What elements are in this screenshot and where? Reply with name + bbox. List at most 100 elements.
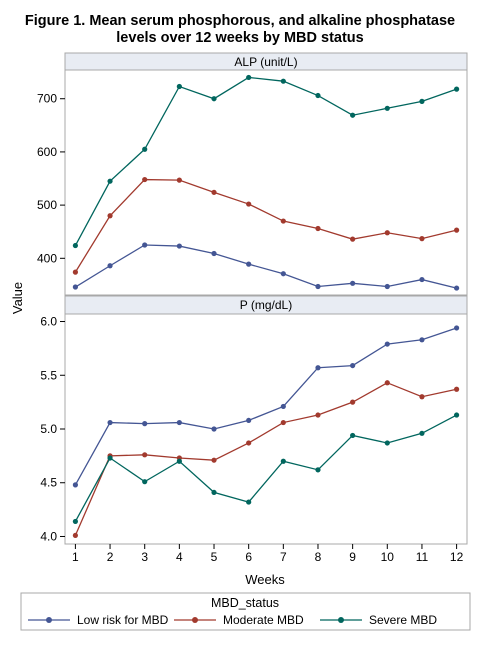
data-point-1-3-12 xyxy=(454,86,460,92)
data-point-1-3-11 xyxy=(419,98,425,104)
data-point-2-1-11 xyxy=(419,337,425,343)
data-point-1-1-4 xyxy=(176,243,182,249)
data-point-2-3-8 xyxy=(315,467,321,473)
legend-swatch-marker-1 xyxy=(46,617,52,623)
data-point-2-2-8 xyxy=(315,412,321,418)
data-point-2-3-4 xyxy=(176,458,182,464)
data-point-2-3-2 xyxy=(107,455,113,461)
y-tick-label-2-3: 5.0 xyxy=(40,422,57,436)
data-point-1-3-2 xyxy=(107,178,113,184)
data-point-1-3-3 xyxy=(142,146,148,152)
data-point-2-1-12 xyxy=(454,325,460,331)
data-point-1-2-4 xyxy=(176,177,182,183)
data-point-2-1-7 xyxy=(280,403,286,410)
panel-frame-1 xyxy=(64,69,468,296)
data-point-2-1-3 xyxy=(142,421,148,427)
data-point-1-1-3 xyxy=(142,242,148,248)
x-axis-label: Weeks xyxy=(245,572,285,587)
legend-frame xyxy=(20,592,471,631)
y-tick-label-2-1: 4.0 xyxy=(40,529,57,543)
data-point-1-2-2 xyxy=(107,213,113,219)
legend-item-2: Moderate MBD xyxy=(174,613,304,627)
data-point-1-3-9 xyxy=(350,112,356,118)
data-point-1-2-7 xyxy=(280,218,286,224)
data-point-2-2-11 xyxy=(419,394,425,400)
x-axis: 1 2 3 4 5 6 7 8 9 10 11 12 xyxy=(72,544,464,564)
data-point-1-2-12 xyxy=(454,227,460,233)
x-tick-label-4: 4 xyxy=(176,550,183,564)
x-tick-label-7: 7 xyxy=(280,550,287,564)
data-point-1-1-11 xyxy=(419,276,425,283)
y-tick-label-2-5: 6.0 xyxy=(40,315,57,329)
series-line-2-2 xyxy=(74,382,457,536)
data-point-2-1-9 xyxy=(350,362,356,369)
data-point-2-2-9 xyxy=(350,399,356,405)
data-point-1-1-10 xyxy=(384,283,390,290)
series-line-1-3 xyxy=(74,76,457,246)
data-point-1-1-6 xyxy=(246,261,252,267)
data-point-2-3-10 xyxy=(384,440,390,446)
x-tick-label-5: 5 xyxy=(211,550,218,564)
data-point-2-2-3 xyxy=(142,452,148,458)
legend-swatch-marker-3 xyxy=(338,617,344,623)
data-point-2-2-12 xyxy=(454,386,460,392)
legend: MBD_status Low risk for MBD Moderate MBD S… xyxy=(20,592,471,631)
legend-swatch-marker-2 xyxy=(192,617,198,623)
data-point-1-1-9 xyxy=(350,280,356,286)
legend-label-3: Severe MBD xyxy=(369,613,437,627)
x-tick-label-10: 10 xyxy=(381,550,395,564)
x-tick-label-2: 2 xyxy=(107,550,114,564)
panel-1: ALP (unit/L) 400 500 600 700 xyxy=(37,52,468,296)
x-tick-label-8: 8 xyxy=(315,550,322,564)
x-tick-label-3: 3 xyxy=(141,550,148,564)
data-point-2-3-3 xyxy=(142,479,148,485)
y-axis-label: Value xyxy=(10,282,25,314)
data-point-1-3-4 xyxy=(176,83,182,90)
panels-layer: ALP (unit/L) 400 500 600 700 P (mg/dL) 4.0 4.5 5… xyxy=(37,52,468,545)
data-point-1-1-1 xyxy=(72,284,78,290)
series-line-2-1 xyxy=(74,327,457,486)
data-point-1-2-9 xyxy=(350,236,356,242)
series-line-1-2 xyxy=(74,178,457,273)
x-tick-label-6: 6 xyxy=(245,550,252,564)
legend-label-2: Moderate MBD xyxy=(223,613,304,627)
x-tick-label-9: 9 xyxy=(349,550,356,564)
data-point-1-3-10 xyxy=(384,105,390,111)
data-point-2-1-2 xyxy=(107,419,113,426)
data-point-1-1-8 xyxy=(315,283,321,290)
panel-label-2: P (mg/dL) xyxy=(240,298,292,312)
data-point-2-2-7 xyxy=(280,419,286,426)
legend-item-3: Severe MBD xyxy=(320,613,437,627)
x-tick-label-1: 1 xyxy=(72,550,79,564)
chart-title-line2: levels over 12 weeks by MBD status xyxy=(116,30,363,46)
data-point-2-1-8 xyxy=(315,365,321,371)
data-point-1-1-2 xyxy=(107,263,113,269)
panel-2: P (mg/dL) 4.0 4.5 5.0 5.5 6.0 xyxy=(40,295,468,545)
data-point-2-1-6 xyxy=(246,417,252,424)
data-point-2-3-6 xyxy=(246,499,252,505)
data-point-2-1-10 xyxy=(384,341,390,347)
data-point-1-2-5 xyxy=(211,189,217,195)
data-point-2-1-4 xyxy=(176,419,182,426)
legend-items: Low risk for MBD Moderate MBD Severe MBD xyxy=(28,613,437,627)
data-point-2-2-5 xyxy=(211,457,217,463)
legend-title: MBD_status xyxy=(211,596,279,610)
series-line-2-3 xyxy=(74,414,457,522)
data-point-1-2-3 xyxy=(142,176,148,183)
series-line-1-1 xyxy=(75,244,457,289)
y-tick-label-2-4: 5.5 xyxy=(40,368,57,382)
data-point-1-1-7 xyxy=(280,271,286,277)
data-point-2-2-1 xyxy=(72,532,78,539)
data-point-1-2-8 xyxy=(315,225,321,232)
data-point-2-3-11 xyxy=(419,430,425,436)
chart-title-line1: Figure 1. Mean serum phosphorous, and al… xyxy=(25,13,455,29)
data-point-2-3-9 xyxy=(350,432,356,439)
data-point-1-3-6 xyxy=(246,74,252,81)
data-point-1-2-1 xyxy=(72,269,78,275)
data-point-2-1-5 xyxy=(211,426,217,432)
data-point-1-3-8 xyxy=(315,92,321,99)
data-point-2-2-6 xyxy=(246,440,252,446)
y-tick-label-1-2: 500 xyxy=(37,198,57,212)
data-point-1-3-5 xyxy=(211,96,217,102)
